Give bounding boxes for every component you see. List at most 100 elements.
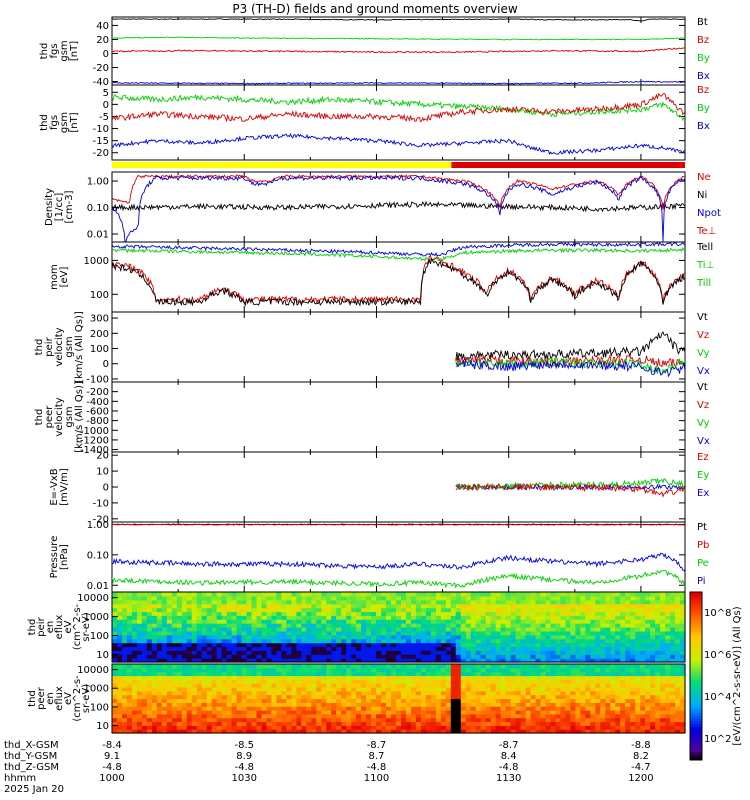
spectrogram-cell — [351, 634, 357, 640]
spectrogram-cell — [301, 642, 307, 648]
spectrogram-cell — [216, 706, 223, 711]
spectrogram-cell — [291, 729, 297, 734]
spectrogram-cell — [286, 721, 292, 726]
ylabel-line: fgs — [49, 115, 60, 130]
spectrogram-cell — [246, 630, 253, 636]
spectrogram-cell — [361, 658, 367, 663]
spectrogram-cell — [131, 611, 138, 616]
spectrogram-cell — [465, 603, 472, 609]
spectrogram-cell — [430, 634, 437, 640]
spectrogram-cell — [161, 650, 168, 655]
spectrogram-cell — [450, 725, 457, 730]
spectrogram-cell — [356, 721, 362, 726]
spectrogram-cell — [376, 671, 382, 677]
spectrogram-cell — [126, 623, 133, 628]
spectrogram-cell — [191, 694, 198, 700]
spectrogram-cell — [605, 615, 611, 620]
spectrogram-cell — [610, 654, 616, 659]
spectrogram-cell — [351, 694, 357, 700]
spectrogram-cell — [520, 694, 527, 700]
spectrogram-cell — [281, 683, 287, 688]
spectrogram-cell — [211, 694, 218, 700]
spectrogram-cell — [261, 599, 268, 605]
spectrogram-cell — [440, 603, 447, 609]
spectrogram-cell — [196, 623, 203, 628]
spectrogram-cell — [276, 630, 282, 636]
spectrogram-cell — [495, 642, 502, 648]
spectrogram-cell — [122, 646, 128, 651]
spectrogram-cell — [411, 706, 417, 711]
spectrogram-cell — [595, 729, 601, 734]
spectrogram-cell — [490, 623, 497, 628]
spectrogram-cell — [391, 619, 397, 624]
spectrogram-cell — [620, 710, 626, 715]
spectrogram-cell — [406, 667, 412, 673]
spectrogram-cell — [535, 599, 542, 605]
spectrogram-cell — [585, 654, 591, 659]
spectrogram-cell — [445, 592, 452, 597]
spectrogram-cell — [600, 611, 606, 616]
spectrogram-cell — [535, 698, 542, 703]
spectrogram-cell — [321, 634, 327, 640]
spectrogram-cell — [401, 638, 407, 644]
ylabel-line: gsm — [59, 40, 70, 61]
spectrogram-cell — [625, 671, 631, 677]
spectrogram-cell — [306, 623, 312, 628]
spectrogram-cell — [231, 690, 238, 696]
spectrogram-cell — [505, 658, 512, 663]
ylabel-line: thd — [34, 339, 45, 356]
spectrogram-cell — [316, 664, 322, 669]
spectrogram-cell — [555, 595, 562, 601]
spectrogram-cell — [381, 646, 387, 651]
spectrogram-cell — [156, 607, 163, 613]
spectrogram-cell — [605, 654, 611, 659]
spectrogram-cell — [196, 671, 203, 677]
spectrogram-cell — [540, 717, 547, 723]
spectrogram-cell — [271, 698, 277, 703]
spectrogram-cell — [645, 683, 651, 688]
spectrogram-cell — [196, 603, 203, 609]
spectrogram-cell — [117, 638, 123, 644]
spectrogram-cell — [420, 650, 427, 655]
spectrogram-cell — [550, 592, 557, 597]
spectrogram-cell — [465, 627, 472, 632]
spectrogram-cell — [680, 698, 686, 703]
spectrogram-cell — [480, 729, 487, 734]
spectrogram-cell — [271, 658, 277, 663]
spectrogram-cell — [346, 615, 352, 620]
spectrogram-cell — [311, 725, 317, 730]
spectrogram-cell — [495, 675, 502, 680]
spectrogram-cell — [146, 603, 153, 609]
spectrogram-cell — [615, 646, 621, 651]
legend-item: Vx — [697, 366, 710, 377]
spectrogram-cell — [206, 642, 213, 648]
spectrogram-cell — [361, 595, 367, 601]
spectrogram-cell — [151, 698, 158, 703]
spectrogram-cell — [341, 611, 347, 616]
spectrogram-cell — [191, 603, 198, 609]
spectrogram-cell — [206, 638, 213, 644]
spectrogram-cell — [396, 595, 402, 601]
spectrogram-cell — [251, 713, 258, 719]
spectrogram-cell — [430, 658, 437, 663]
spectrogram-cell — [231, 619, 238, 624]
spectrogram-cell — [465, 658, 472, 663]
spectrogram-cell — [515, 638, 522, 644]
spectrogram-cell — [161, 664, 168, 669]
spectrogram-cell — [311, 694, 317, 700]
spectrogram-cell — [231, 698, 238, 703]
colorbar-segment — [690, 701, 702, 705]
spectrogram-cell — [171, 642, 178, 648]
spectrogram-cell — [510, 713, 517, 719]
spectrogram-cell — [221, 690, 228, 696]
spectrogram-cell — [251, 634, 258, 640]
spectrogram-cell — [371, 710, 377, 715]
spectrogram-cell — [191, 683, 198, 688]
ytick-label: -40 — [93, 77, 109, 88]
spectrogram-cell — [675, 634, 681, 640]
spectrogram-cell — [580, 603, 586, 609]
spectrogram-cell — [216, 713, 223, 719]
spectrogram-cell — [455, 592, 462, 597]
legend-item: Vy — [697, 418, 710, 429]
spectrogram-cell — [540, 721, 547, 726]
